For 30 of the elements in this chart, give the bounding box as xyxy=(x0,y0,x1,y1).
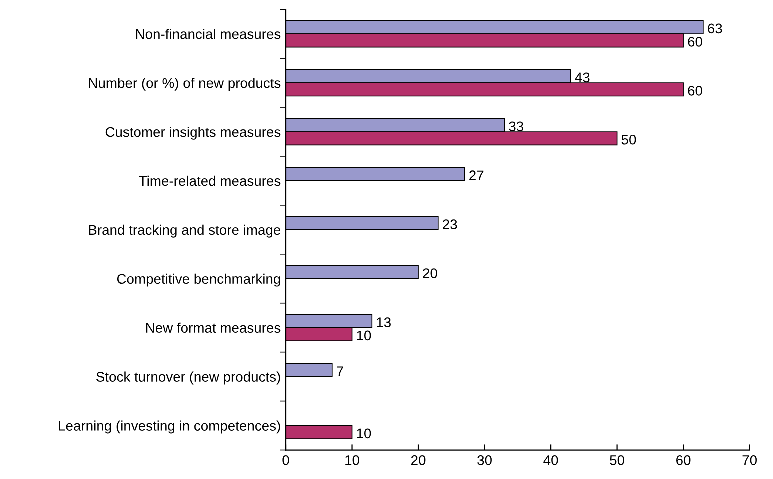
data-label: 60 xyxy=(688,86,702,96)
x-tick-label: 30 xyxy=(478,455,492,466)
x-tick-label: 50 xyxy=(610,455,624,466)
x-tick-label: 70 xyxy=(742,455,757,466)
y-tick-label: Brand tracking and store image xyxy=(89,224,281,238)
data-label: 50 xyxy=(622,134,636,145)
data-label: 7 xyxy=(337,366,344,376)
y-tick-label: Non-financial measures xyxy=(136,29,281,40)
x-tick-label: 60 xyxy=(676,455,691,466)
data-label: 20 xyxy=(423,268,438,278)
data-label: 43 xyxy=(575,72,590,83)
y-tick-label: Stock turnover (new products) xyxy=(96,372,280,385)
y-tick-label: Number (or %) of new products xyxy=(89,78,281,91)
x-tick-label: 0 xyxy=(282,455,290,466)
data-label: 63 xyxy=(708,24,722,34)
data-label: 13 xyxy=(377,318,391,328)
x-tick-label: 10 xyxy=(346,455,360,466)
y-tick-label: Learning (investing in competences) xyxy=(59,420,280,434)
data-label: 10 xyxy=(357,330,372,341)
y-tick-label: Competitive benchmarking xyxy=(117,274,280,287)
y-tick-label: Customer insights measures xyxy=(106,126,281,140)
data-label: 27 xyxy=(470,170,484,180)
data-label: 60 xyxy=(688,37,702,47)
x-tick-label: 40 xyxy=(544,455,558,466)
y-tick-label: New format measures xyxy=(146,322,281,334)
x-tick-label: 20 xyxy=(412,455,426,466)
y-tick-label: Time-related measures xyxy=(139,176,281,186)
data-label: 33 xyxy=(509,122,524,132)
data-label: 23 xyxy=(443,220,458,230)
data-label: 10 xyxy=(357,428,372,439)
